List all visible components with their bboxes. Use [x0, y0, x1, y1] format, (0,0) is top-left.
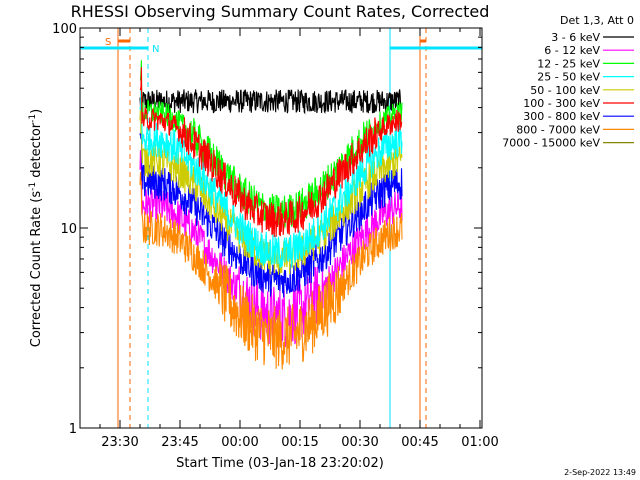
- legend-label-6: 300 - 800 keV: [523, 110, 600, 123]
- x-tick-label-0: 23:30: [101, 435, 138, 450]
- y-tick-label-0: 1: [69, 422, 77, 437]
- x-axis-label: Start Time (03-Jan-18 23:20:02): [176, 456, 384, 471]
- tick-labels: 1 10 100 23:30 23:45 00:00 00:15 00:30 00:45 01:0…: [52, 22, 499, 450]
- x-tick-label-3: 00:15: [281, 435, 318, 450]
- y-axis-label-end: ): [29, 109, 44, 114]
- legend-label-1: 6 - 12 keV: [544, 44, 600, 57]
- y-axis-label-mid: detector: [29, 122, 44, 182]
- series-line-5: [139, 67, 403, 238]
- y-axis-label: Corrected Count Rate (s-1 detector-1): [28, 109, 44, 347]
- legend-label-0: 3 - 6 keV: [551, 31, 600, 44]
- series-line-7: [139, 170, 403, 370]
- plot-area: SN: [79, 27, 483, 429]
- x-tick-label-2: 00:00: [221, 435, 258, 450]
- chart-title: RHESSI Observing Summary Count Rates, Co…: [71, 2, 490, 21]
- y-tick-label-1: 10: [60, 222, 77, 237]
- y-axis-label-sup2: -1: [28, 114, 38, 123]
- legend-title: Det 1,3, Att 0: [560, 14, 634, 27]
- legend-label-2: 12 - 25 keV: [537, 57, 600, 70]
- timestamp: 2-Sep-2022 13:49: [564, 468, 636, 477]
- series-line-0: [139, 89, 403, 115]
- y-tick-label-2: 100: [52, 22, 77, 37]
- night-label: N: [152, 44, 159, 55]
- legend-label-5: 100 - 300 keV: [523, 97, 600, 110]
- series-line-1: [139, 150, 403, 348]
- series-line-3: [139, 88, 403, 268]
- legend-label-3: 25 - 50 keV: [537, 71, 600, 84]
- saa-label: S: [105, 37, 111, 48]
- x-tick-label-6: 01:00: [461, 435, 498, 450]
- legend-label-4: 50 - 100 keV: [530, 84, 600, 97]
- legend-label-7: 800 - 7000 keV: [516, 123, 600, 136]
- series-line-6: [139, 125, 403, 298]
- y-axis-label-main: Corrected Count Rate (s: [29, 191, 44, 348]
- y-axis-label-sup1: -1: [28, 182, 38, 191]
- legend-label-8: 7000 - 15000 keV: [502, 137, 600, 150]
- x-tick-label-5: 00:45: [401, 435, 438, 450]
- x-tick-label-4: 00:30: [341, 435, 378, 450]
- svg-text:Corrected Count Rate (s-1 dete: Corrected Count Rate (s-1 detector-1): [28, 109, 44, 347]
- x-tick-label-1: 23:45: [161, 435, 198, 450]
